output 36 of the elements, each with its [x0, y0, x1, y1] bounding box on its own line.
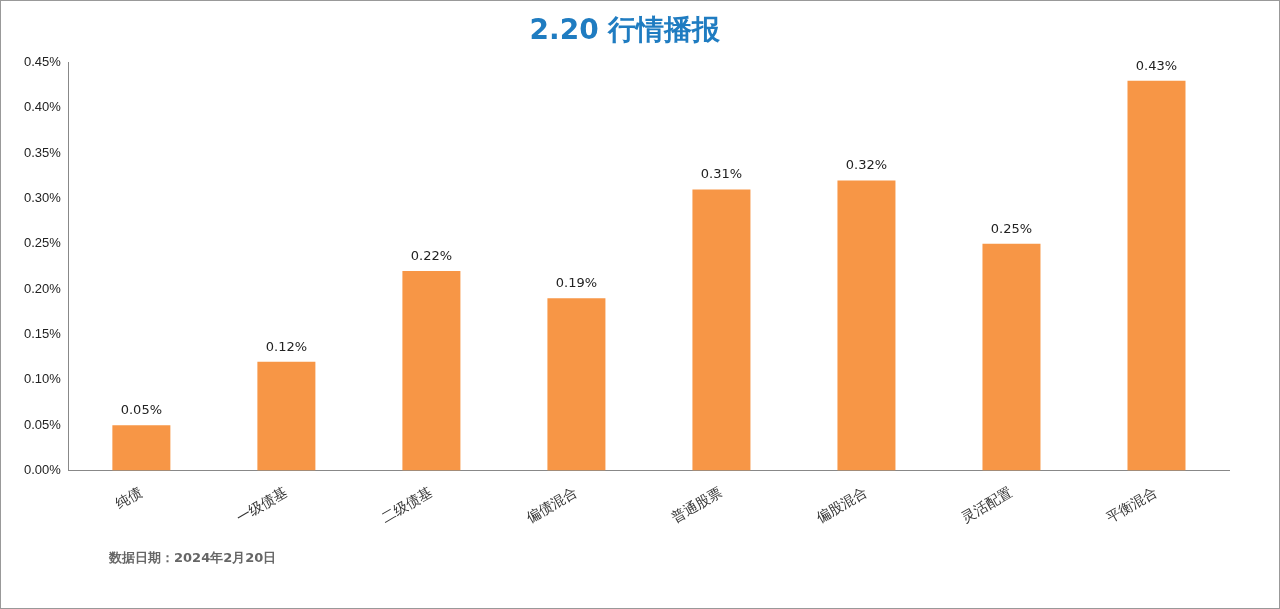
x-tick-label: 纯债 [112, 483, 145, 512]
data-label: 0.12% [265, 338, 308, 354]
x-tick-label: 偏债混合 [523, 483, 580, 526]
bar [692, 189, 751, 471]
bar [1127, 80, 1186, 471]
bar [837, 180, 896, 471]
x-tick-label: 普通股票 [668, 483, 725, 526]
data-label: 0.25% [990, 220, 1033, 236]
x-tick-label: 偏股混合 [813, 483, 870, 526]
y-tick-label: 0.35% [23, 144, 62, 160]
bar [257, 361, 316, 471]
text: 数据日期：2024年2月20日 [109, 549, 277, 567]
x-tick-label: 二级债基 [378, 483, 435, 526]
data-label: 0.22% [410, 247, 453, 263]
y-tick-label: 0.25% [23, 235, 62, 251]
y-tick-label: 0.30% [23, 190, 62, 206]
y-tick-label: 0.15% [23, 326, 62, 342]
x-tick-label: 平衡混合 [1103, 483, 1160, 526]
y-tick-label: 0.00% [23, 462, 62, 478]
bar [402, 271, 461, 471]
bar [982, 243, 1041, 471]
data-label: 0.05% [120, 402, 163, 418]
data-label: 0.32% [845, 157, 888, 173]
data-label: 0.31% [700, 166, 743, 182]
y-tick-label: 0.05% [23, 416, 62, 432]
bar [547, 298, 606, 471]
bar [112, 425, 171, 471]
chart-title: 2.20 行情播报 [529, 13, 722, 47]
x-tick-label: 灵活配置 [958, 483, 1015, 526]
data-label: 0.43% [1135, 57, 1178, 73]
y-tick-label: 0.10% [23, 371, 62, 387]
y-tick-label: 0.20% [23, 280, 62, 296]
y-tick-label: 0.40% [23, 99, 62, 115]
x-tick-label: 一级债基 [233, 483, 290, 526]
y-tick-label: 0.45% [23, 54, 62, 70]
data-label: 0.19% [555, 275, 598, 291]
